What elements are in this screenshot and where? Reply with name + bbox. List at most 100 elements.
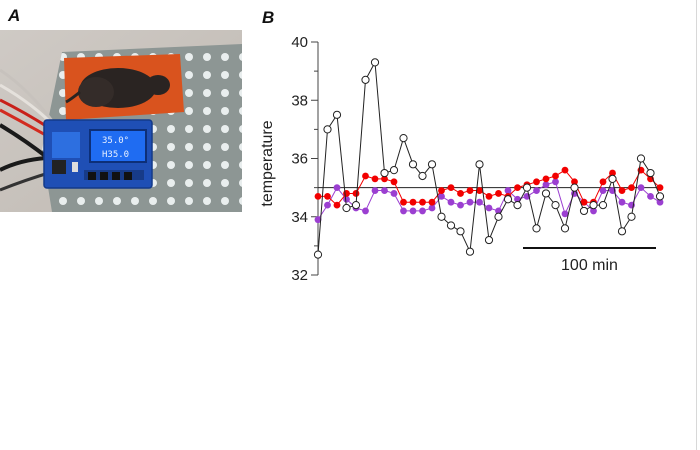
- point-open: [389, 166, 399, 175]
- controller-display: [89, 129, 147, 163]
- point-red: [352, 190, 360, 197]
- point-purple: [504, 187, 512, 194]
- y-tick-label: 40: [291, 34, 308, 51]
- point-purple: [438, 192, 445, 200]
- point-purple: [599, 187, 607, 194]
- point-purple: [637, 184, 645, 192]
- point-purple: [552, 178, 559, 186]
- point-purple: [371, 187, 379, 194]
- point-red: [656, 184, 664, 192]
- point-open: [313, 250, 323, 259]
- scale-bar-label: 100 min: [561, 257, 618, 274]
- point-open: [655, 192, 665, 201]
- display-line-1: 35.0°: [102, 136, 129, 146]
- point-purple: [485, 204, 493, 212]
- point-red: [324, 192, 331, 200]
- point-open: [342, 203, 351, 213]
- point-purple: [476, 198, 483, 206]
- point-open: [446, 221, 456, 230]
- y-tick-label: 34: [291, 209, 308, 226]
- point-purple: [590, 207, 597, 215]
- point-red: [485, 192, 493, 200]
- panel-a-label: A: [8, 6, 21, 25]
- point-open: [627, 212, 636, 221]
- point-open: [380, 168, 389, 178]
- point-purple: [314, 216, 322, 224]
- point-red: [457, 190, 464, 197]
- point-purple: [533, 187, 540, 194]
- point-red: [428, 198, 436, 206]
- point-purple: [390, 190, 398, 197]
- scale-bar: 100 min: [523, 247, 656, 274]
- point-purple: [618, 198, 626, 206]
- point-red: [362, 172, 369, 180]
- point-purple: [409, 207, 417, 215]
- point-purple: [400, 207, 407, 215]
- point-purple: [324, 201, 331, 209]
- temperature-controller: 35.0° H35.0: [43, 119, 153, 189]
- point-open: [598, 201, 608, 210]
- point-open: [427, 160, 437, 169]
- point-purple: [428, 204, 436, 212]
- y-tick-label: 32: [291, 267, 308, 284]
- point-open: [579, 206, 589, 216]
- point-purple: [656, 198, 664, 206]
- setup-photo: 35.0° H35.0: [0, 30, 242, 212]
- point-open: [361, 75, 370, 84]
- point-open: [551, 201, 560, 210]
- point-open: [370, 58, 380, 67]
- point-red: [438, 187, 445, 194]
- point-red: [495, 190, 502, 197]
- point-red: [609, 169, 616, 177]
- display-line-2: H35.0: [102, 150, 129, 160]
- point-red: [514, 184, 521, 192]
- point-open: [484, 235, 494, 245]
- point-open: [437, 212, 446, 221]
- y-tick-label: 38: [291, 92, 308, 109]
- point-open: [494, 212, 503, 221]
- point-purple: [542, 181, 550, 189]
- point-red: [618, 187, 626, 194]
- point-open: [541, 189, 551, 198]
- point-open: [608, 174, 617, 183]
- point-red: [571, 178, 578, 186]
- point-red: [466, 187, 474, 194]
- point-open: [617, 227, 627, 236]
- point-open: [646, 168, 655, 178]
- point-open: [418, 171, 427, 181]
- point-red: [381, 175, 388, 183]
- point-red: [447, 184, 455, 192]
- point-red: [552, 172, 559, 180]
- point-red: [409, 198, 417, 206]
- point-open: [408, 160, 418, 169]
- series-line-open: [317, 60, 661, 255]
- y-tick-label: 36: [291, 151, 308, 168]
- point-open: [475, 160, 484, 169]
- point-open: [323, 125, 332, 134]
- point-open: [570, 183, 579, 192]
- point-purple: [362, 207, 369, 215]
- y-axis-title: temperature: [259, 120, 276, 206]
- point-open: [456, 227, 465, 236]
- point-open: [351, 201, 361, 210]
- temperature-chart: 32 34 36 38 40 100 min temperature: [250, 20, 695, 300]
- point-purple: [343, 195, 350, 203]
- point-red: [400, 198, 407, 206]
- point-red: [333, 201, 341, 209]
- point-purple: [647, 192, 654, 200]
- point-open: [332, 110, 342, 119]
- point-red: [533, 178, 540, 186]
- point-purple: [561, 210, 569, 218]
- point-open: [560, 224, 570, 233]
- point-red: [343, 190, 350, 197]
- point-open: [636, 154, 646, 163]
- panel-b-label: B: [262, 8, 275, 27]
- y-axis: 32 34 36 38 40: [291, 34, 319, 284]
- point-red: [371, 175, 379, 183]
- point-purple: [447, 198, 455, 206]
- point-purple: [466, 198, 474, 206]
- point-open: [513, 201, 522, 210]
- point-red: [542, 175, 550, 183]
- point-open: [589, 201, 598, 210]
- point-red: [580, 198, 588, 206]
